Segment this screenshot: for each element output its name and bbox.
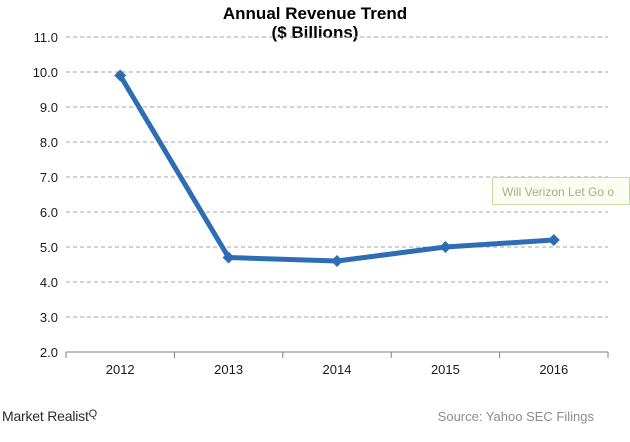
y-tick-label: 3.0 <box>40 310 58 325</box>
axes <box>65 351 609 358</box>
logo-mark-icon: Q <box>88 408 98 420</box>
x-tick-label: 2012 <box>106 362 135 377</box>
data-point-marker <box>547 234 560 246</box>
x-tick-label: 2015 <box>431 362 460 377</box>
y-tick-label: 10.0 <box>33 65 58 80</box>
chart-title: Annual Revenue Trend <box>223 4 407 23</box>
y-tick-label: 2.0 <box>40 345 58 360</box>
y-tick-label: 4.0 <box>40 275 58 290</box>
data-point-marker <box>439 241 452 253</box>
x-axis-ticks: 2012 2013 2014 2015 2016 <box>106 362 569 377</box>
y-axis-ticks: 2.0 3.0 4.0 5.0 6.0 7.0 8.0 9.0 10.0 11.0 <box>33 30 58 360</box>
series-layer <box>114 69 560 267</box>
y-tick-label: 11.0 <box>34 30 58 45</box>
y-tick-label: 6.0 <box>40 205 58 220</box>
data-point-marker <box>331 255 343 267</box>
source-note: Source: Yahoo SEC Filings <box>437 409 594 424</box>
y-tick-label: 9.0 <box>40 100 58 115</box>
brand-logo: Market RealistQ <box>2 408 97 424</box>
x-tick-label: 2014 <box>323 362 352 377</box>
x-tick-label: 2013 <box>214 362 243 377</box>
y-tick-label: 8.0 <box>40 135 58 150</box>
logo-text: Market Realist <box>2 408 89 424</box>
series-line <box>117 73 557 264</box>
tooltip-text: Will Verizon Let Go o <box>502 185 615 199</box>
chart-subtitle: ($ Billions) <box>272 23 359 42</box>
y-tick-label: 7.0 <box>40 170 58 185</box>
data-point-marker <box>222 251 235 264</box>
x-tick-label: 2016 <box>539 362 568 377</box>
y-tick-label: 5.0 <box>40 240 58 255</box>
data-point-marker <box>114 69 127 82</box>
hover-tooltip[interactable]: Will Verizon Let Go o <box>492 177 630 205</box>
